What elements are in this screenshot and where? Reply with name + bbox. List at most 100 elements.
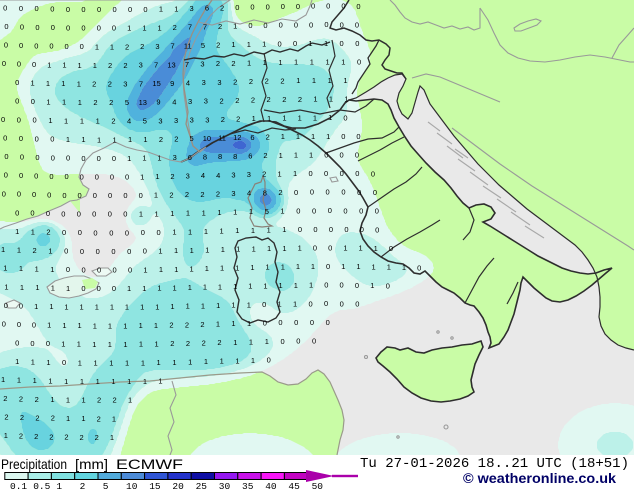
svg-text:1: 1 <box>216 301 220 310</box>
svg-text:1: 1 <box>15 227 19 236</box>
svg-text:1: 1 <box>140 172 144 181</box>
svg-text:2: 2 <box>170 339 174 348</box>
svg-text:0: 0 <box>310 188 314 197</box>
svg-text:2: 2 <box>265 77 269 86</box>
svg-text:2: 2 <box>46 228 50 237</box>
svg-text:1: 1 <box>231 40 235 49</box>
svg-text:2: 2 <box>217 338 221 347</box>
svg-text:1: 1 <box>143 135 147 144</box>
svg-text:1: 1 <box>157 284 161 293</box>
svg-text:2: 2 <box>216 59 220 68</box>
svg-text:0: 0 <box>328 206 332 215</box>
svg-text:5: 5 <box>265 207 269 216</box>
svg-text:0: 0 <box>355 151 359 160</box>
svg-text:1: 1 <box>329 95 333 104</box>
svg-text:3: 3 <box>190 4 194 13</box>
svg-text:1: 1 <box>46 98 50 107</box>
svg-text:1: 1 <box>66 284 70 293</box>
svg-text:1: 1 <box>359 244 363 253</box>
svg-text:0: 0 <box>373 188 377 197</box>
svg-text:1: 1 <box>252 114 256 123</box>
svg-text:0: 0 <box>326 262 330 271</box>
svg-text:2: 2 <box>266 133 270 142</box>
svg-text:1: 1 <box>113 135 117 144</box>
svg-text:1: 1 <box>35 265 39 274</box>
svg-text:2: 2 <box>235 96 239 105</box>
svg-text:3: 3 <box>200 60 204 69</box>
svg-text:1: 1 <box>372 262 376 271</box>
svg-text:1: 1 <box>267 225 271 234</box>
svg-text:1: 1 <box>61 79 65 88</box>
svg-text:1: 1 <box>293 299 297 308</box>
svg-text:1: 1 <box>174 265 178 274</box>
svg-text:1: 1 <box>313 95 317 104</box>
svg-text:0: 0 <box>17 115 21 124</box>
svg-text:2: 2 <box>97 414 101 423</box>
svg-text:0: 0 <box>344 225 348 234</box>
svg-text:1: 1 <box>19 264 23 273</box>
svg-text:1: 1 <box>266 263 270 272</box>
svg-text:1: 1 <box>33 376 37 385</box>
svg-text:2: 2 <box>170 172 174 181</box>
svg-text:1: 1 <box>173 283 177 292</box>
svg-text:1: 1 <box>80 117 84 126</box>
svg-text:1: 1 <box>77 79 81 88</box>
svg-text:0: 0 <box>17 60 21 69</box>
svg-text:2: 2 <box>125 42 129 51</box>
svg-text:1: 1 <box>62 61 66 70</box>
svg-text:0: 0 <box>250 3 254 12</box>
svg-text:1: 1 <box>108 321 112 330</box>
svg-text:0: 0 <box>31 97 35 106</box>
svg-text:2: 2 <box>3 394 7 403</box>
svg-text:1: 1 <box>31 79 35 88</box>
svg-text:1: 1 <box>220 357 224 366</box>
svg-text:30: 30 <box>219 481 231 490</box>
svg-text:2: 2 <box>109 98 113 107</box>
svg-text:1: 1 <box>80 377 84 386</box>
svg-text:1: 1 <box>249 337 253 346</box>
svg-text:11: 11 <box>184 41 192 50</box>
svg-text:1: 1 <box>296 262 300 271</box>
svg-text:0: 0 <box>108 210 112 219</box>
svg-text:0: 0 <box>93 191 97 200</box>
svg-text:0: 0 <box>35 134 39 143</box>
svg-text:0: 0 <box>50 5 54 14</box>
svg-text:0: 0 <box>359 206 363 215</box>
svg-text:15: 15 <box>149 481 161 490</box>
svg-text:1: 1 <box>62 98 66 107</box>
svg-text:2: 2 <box>108 80 112 89</box>
svg-text:2: 2 <box>221 115 225 124</box>
svg-text:1: 1 <box>356 262 360 271</box>
svg-text:1: 1 <box>56 481 62 490</box>
svg-text:0: 0 <box>108 191 112 200</box>
svg-text:1: 1 <box>205 264 209 273</box>
svg-text:1: 1 <box>282 244 286 253</box>
svg-text:1: 1 <box>50 395 54 404</box>
svg-text:2: 2 <box>174 135 178 144</box>
svg-text:1: 1 <box>159 265 163 274</box>
svg-text:0: 0 <box>51 153 55 162</box>
svg-text:0: 0 <box>360 225 364 234</box>
svg-text:1: 1 <box>111 377 115 386</box>
svg-text:2: 2 <box>231 59 235 68</box>
svg-text:1: 1 <box>233 22 237 31</box>
svg-text:1: 1 <box>279 151 283 160</box>
svg-text:9: 9 <box>170 79 174 88</box>
svg-text:45: 45 <box>288 481 300 490</box>
svg-text:0: 0 <box>309 299 313 308</box>
svg-text:2: 2 <box>35 395 39 404</box>
svg-text:1: 1 <box>220 227 224 236</box>
svg-text:1: 1 <box>110 303 114 312</box>
svg-text:0: 0 <box>123 191 127 200</box>
svg-text:1: 1 <box>263 58 267 67</box>
svg-text:1: 1 <box>251 356 255 365</box>
svg-text:2: 2 <box>280 76 284 85</box>
svg-text:4: 4 <box>216 171 220 180</box>
svg-text:1: 1 <box>80 303 84 312</box>
svg-text:[mm]: [mm] <box>75 456 108 472</box>
svg-text:0: 0 <box>15 208 19 217</box>
svg-text:0: 0 <box>313 225 317 234</box>
svg-text:0: 0 <box>340 151 344 160</box>
svg-text:1: 1 <box>186 209 190 218</box>
svg-text:1: 1 <box>326 57 330 66</box>
